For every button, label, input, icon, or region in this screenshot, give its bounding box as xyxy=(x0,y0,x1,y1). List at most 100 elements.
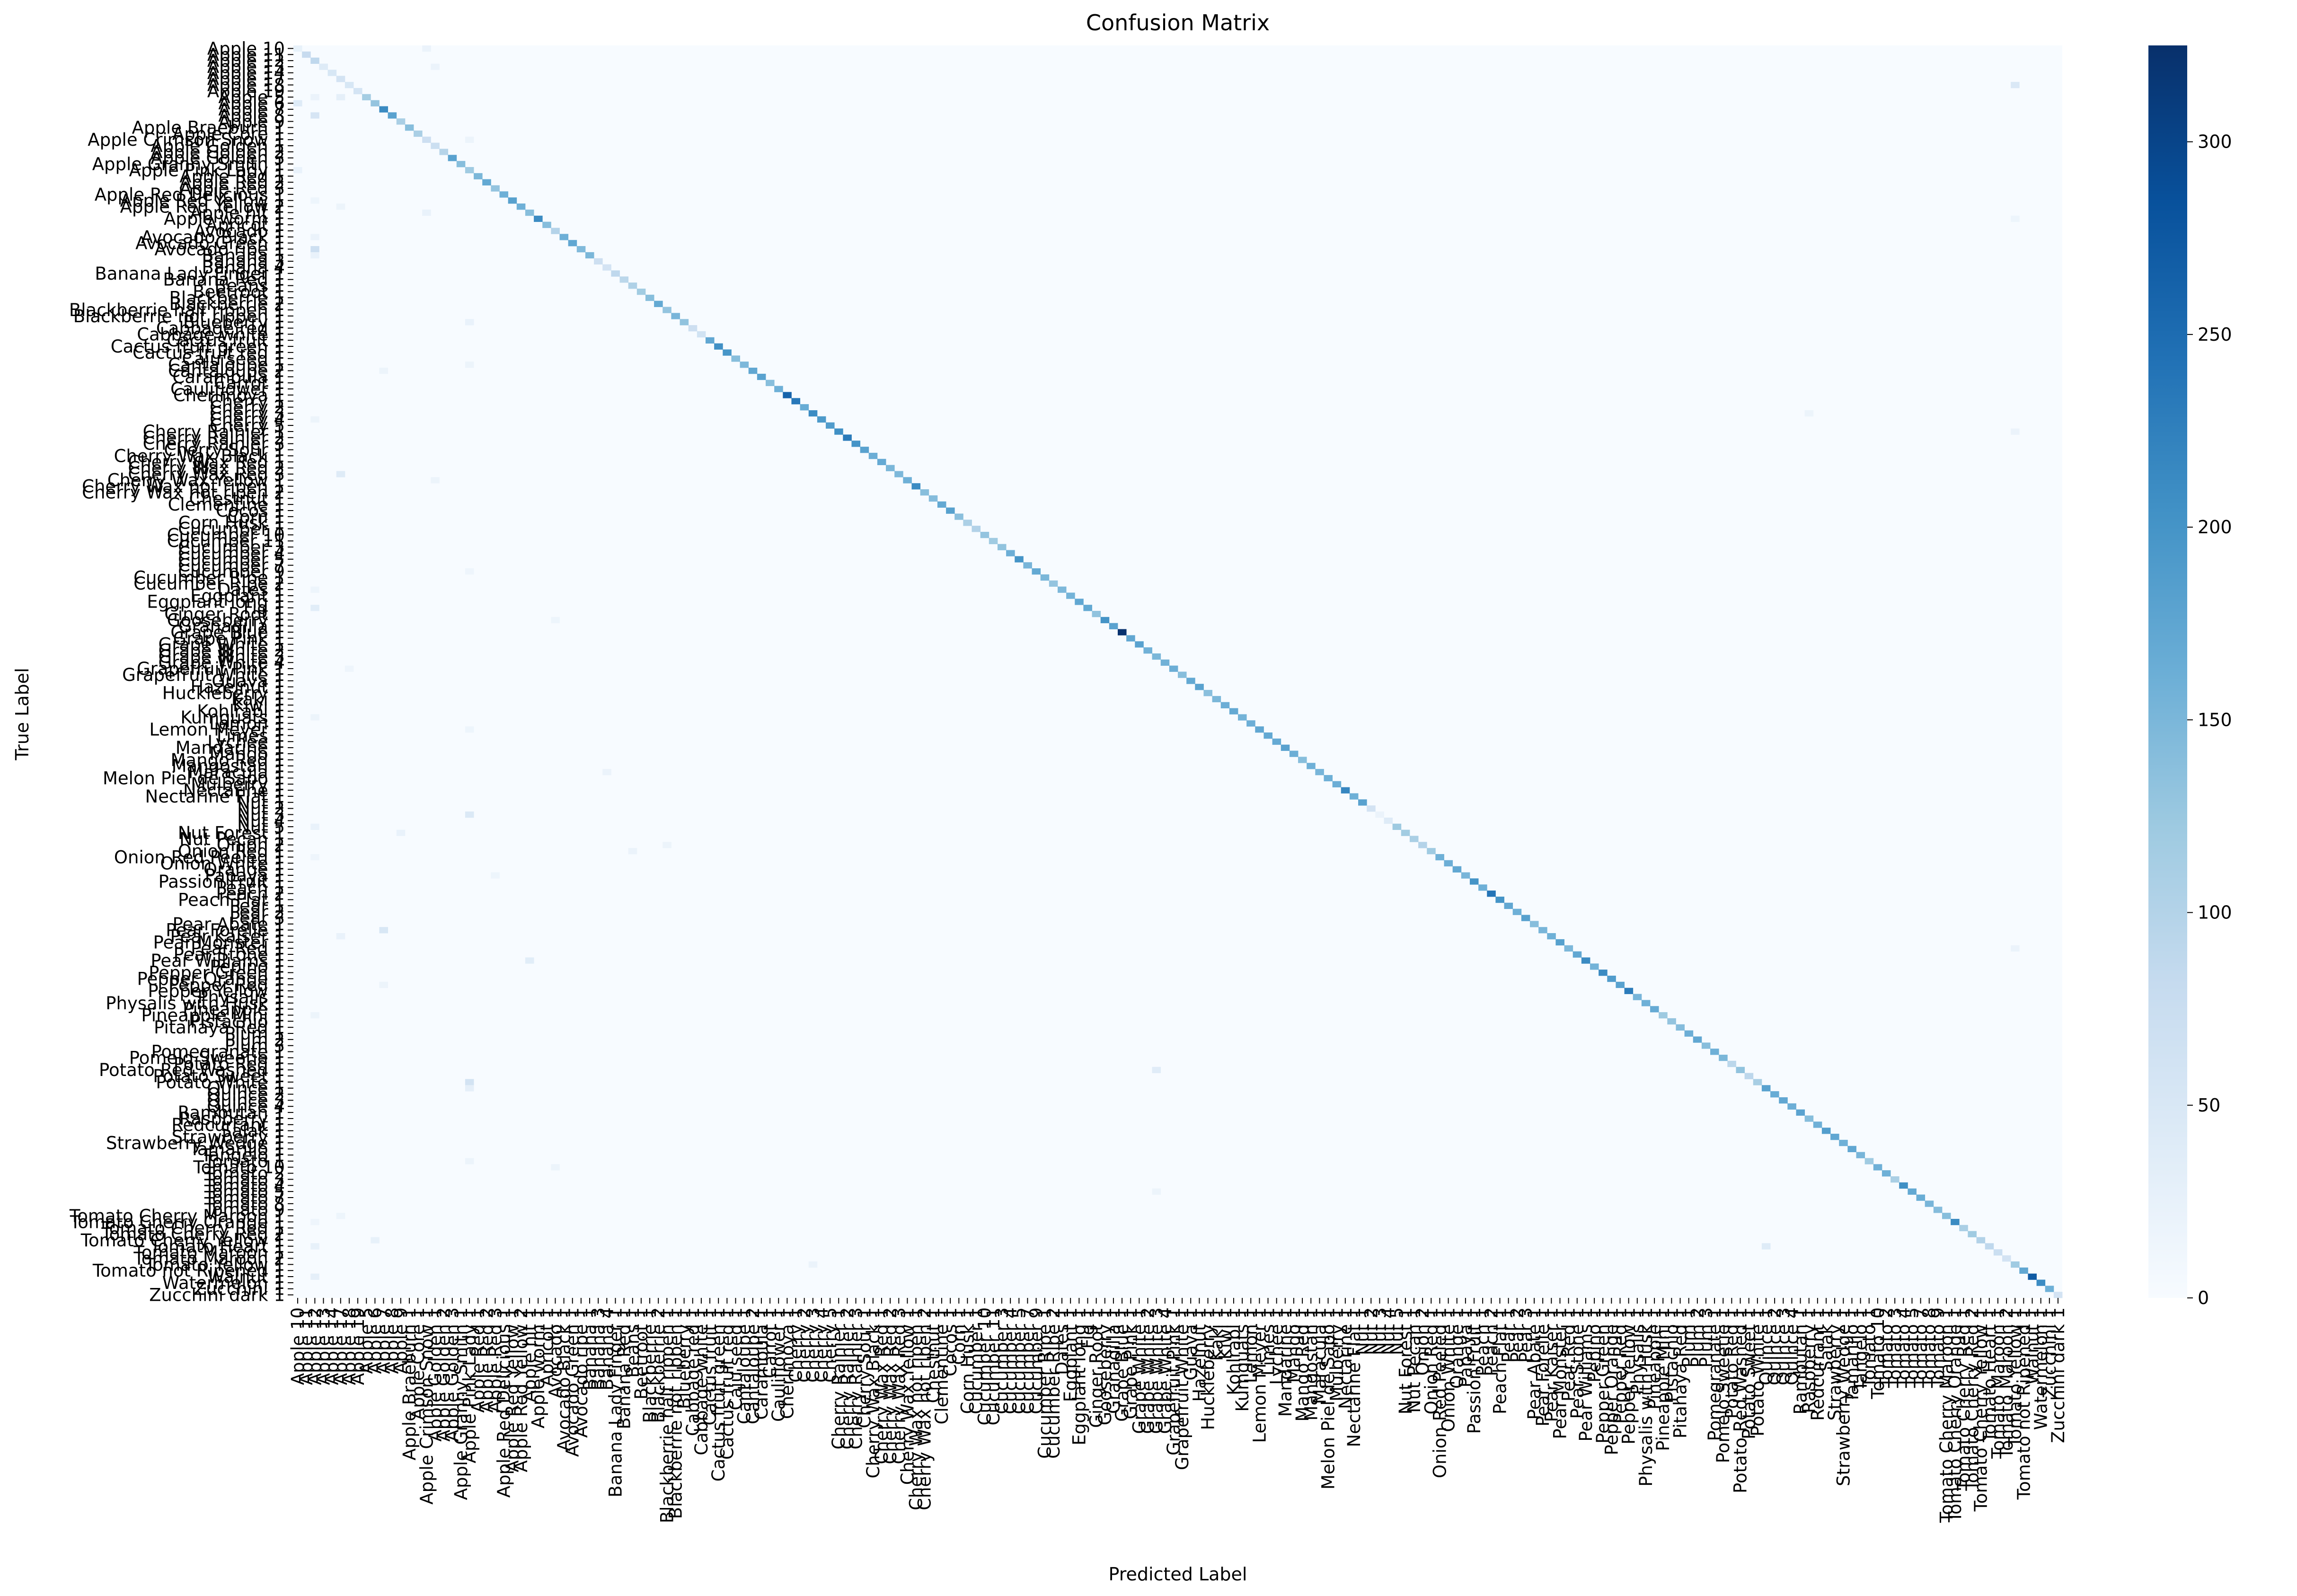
y-tick-label: Tomato 5 xyxy=(204,1182,285,1202)
x-tick-label: Pear Abate 1 xyxy=(1524,1307,1545,1420)
heatmap-cell-diagonal xyxy=(680,319,689,326)
y-tick-label: Banana 3 xyxy=(202,251,285,272)
y-tick-label: Cabbage white 1 xyxy=(137,324,285,344)
x-tick-label: Corn 1 xyxy=(949,1307,969,1365)
y-tick-label: Onion Red 1 xyxy=(178,841,285,862)
x-tick-label: Pepper Green 1 xyxy=(1593,1307,1613,1444)
x-tick-label: Banana 4 xyxy=(597,1307,617,1391)
x-tick-label: Cherry Rainier 2 xyxy=(837,1307,857,1449)
y-tick-label: Pistachio 1 xyxy=(190,1011,285,1032)
y-tick-label: Corn 1 xyxy=(227,507,285,527)
heatmap-cell-diagonal xyxy=(1186,678,1195,684)
x-tick-label: Plum 2 xyxy=(1687,1307,1708,1367)
x-tick-label: Papaya 1 xyxy=(1456,1307,1476,1387)
x-tick-label: Tomato not Ripened 1 xyxy=(2014,1307,2034,1500)
x-tick-label: Grape White 1 xyxy=(1129,1307,1149,1434)
heatmap-cell xyxy=(336,933,345,940)
heatmap-cell-diagonal xyxy=(1701,1042,1711,1049)
heatmap-cell-diagonal xyxy=(1057,586,1067,593)
y-tick-label: Cactus fruit red 1 xyxy=(133,343,285,363)
heatmap-cell xyxy=(465,319,474,326)
x-tick-label: Tomato Heart 1 xyxy=(1979,1307,2000,1443)
x-tick-label: Apple Golden 1 xyxy=(425,1307,445,1442)
heatmap-cell-diagonal xyxy=(1100,617,1110,624)
heatmap-cell xyxy=(2011,82,2020,88)
x-tick-label: Blackberrie not rippen 1 xyxy=(665,1307,686,1519)
x-tick-label: Mango Red 1 xyxy=(1292,1307,1313,1422)
heatmap-cell-diagonal xyxy=(2019,1267,2028,1274)
x-tick-label: Banana Red 1 xyxy=(614,1307,635,1429)
heatmap-cell-diagonal xyxy=(800,404,809,411)
heatmap-cell-diagonal xyxy=(1573,951,1582,958)
x-tick-label: Kumquats 1 xyxy=(1232,1307,1253,1412)
heatmap-cell-diagonal xyxy=(1435,854,1444,861)
x-tick-label: Apple 6 xyxy=(365,1307,385,1374)
heatmap-cell-diagonal xyxy=(920,489,929,496)
x-tick-label: Potato Red 1 xyxy=(1722,1307,1742,1419)
heatmap-cell-diagonal xyxy=(1444,860,1453,867)
heatmap-cell-diagonal xyxy=(1298,757,1307,763)
x-tick-label: Kaki 1 xyxy=(1207,1307,1227,1361)
heatmap-cell xyxy=(1761,1243,1771,1250)
x-tick-label: Cantaloupe 2 xyxy=(743,1307,763,1424)
y-tick-label: Cucumber 3 xyxy=(178,537,285,557)
y-tick-label: Pineapple 1 xyxy=(183,999,285,1020)
x-tick-label: Cantaloupe 1 xyxy=(734,1307,755,1424)
heatmap-cell-diagonal xyxy=(911,483,921,490)
heatmap-cell-diagonal xyxy=(834,428,843,435)
y-tick-label: Apple Red Yellow 2 xyxy=(120,197,285,217)
heatmap-cell xyxy=(293,167,302,174)
y-tick-label: Apple hit 1 xyxy=(190,203,285,223)
x-tick-label: Salak 1 xyxy=(1816,1307,1837,1372)
heatmap-cell xyxy=(1804,410,1814,417)
y-tick-label: Pear Forelle 1 xyxy=(166,920,285,941)
heatmap-cell xyxy=(310,234,319,240)
y-tick-label: Strawberry 1 xyxy=(172,1127,285,1147)
y-tick-label: Cherry Wax Red 1 xyxy=(128,452,285,472)
heatmap-cell xyxy=(371,1237,380,1243)
heatmap-cell-diagonal xyxy=(310,57,319,64)
x-tick-label: Avocado 1 xyxy=(545,1307,565,1398)
y-tick-label: Blueberry 1 xyxy=(183,312,285,333)
y-tick-label: Nut 5 xyxy=(237,817,285,837)
y-tick-label: Pear 1 xyxy=(230,896,285,916)
x-tick-label: Cherry Wax not ripen 1 xyxy=(906,1307,927,1510)
y-tick-label: Avocado Green 1 xyxy=(135,233,285,254)
x-tick-label: Grape Pink 1 xyxy=(1121,1307,1141,1420)
x-tick-label: Chestnut 1 xyxy=(923,1307,944,1403)
x-tick-label: Apple 8 xyxy=(382,1307,403,1374)
heatmap-cell-diagonal xyxy=(1804,1115,1814,1122)
y-tick-label: Cantaloupe 2 xyxy=(168,361,285,381)
heatmap-cell-diagonal xyxy=(654,300,663,307)
y-tick-label: Gooseberry 1 xyxy=(167,610,285,630)
x-tick-label: Blackberrie half rippen 1 xyxy=(657,1307,677,1523)
x-tick-label: Orange 1 xyxy=(1447,1307,1467,1389)
heatmap-cell-diagonal xyxy=(1401,829,1410,836)
heatmap-cell-diagonal xyxy=(1521,915,1530,921)
heatmap-cell xyxy=(465,1085,474,1092)
y-tick-label: Banana 1 xyxy=(202,245,285,265)
heatmap-cell-diagonal xyxy=(1195,684,1204,690)
heatmap-cell-diagonal xyxy=(1564,945,1573,952)
colorbar-tick-label: 0 xyxy=(2198,1287,2209,1308)
heatmap-cell-diagonal xyxy=(1993,1249,2003,1256)
heatmap-cell-diagonal xyxy=(1959,1225,1968,1232)
y-tick-label: Tomato Cherry Orange 1 xyxy=(70,1212,285,1232)
heatmap-cell xyxy=(336,203,345,210)
x-tick-label: Apple 12 xyxy=(305,1307,325,1385)
y-tick-label: Apple 9 xyxy=(218,112,285,132)
x-axis-label: Predicted Label xyxy=(1109,1564,1247,1585)
x-tick-label: Cactus fruit red 1 xyxy=(717,1307,737,1460)
y-tick-label: Kumquats 1 xyxy=(180,707,285,728)
heatmap-cell-diagonal xyxy=(714,343,723,350)
x-tick-label: Onion Red 1 xyxy=(1421,1307,1441,1414)
y-tick-label: Tomato 8 xyxy=(204,1194,285,1214)
heatmap-cell-diagonal xyxy=(1409,836,1419,842)
x-tick-label: Ginger Root 1 xyxy=(1087,1307,1107,1428)
heatmap-cell-diagonal xyxy=(1538,927,1547,934)
heatmap-cell-diagonal xyxy=(1332,781,1342,788)
x-tick-label: Dates 1 xyxy=(1052,1307,1072,1375)
heatmap-cell xyxy=(465,811,474,818)
heatmap-cell-diagonal xyxy=(379,106,389,113)
x-tick-label: Apple Red 3 xyxy=(485,1307,505,1413)
